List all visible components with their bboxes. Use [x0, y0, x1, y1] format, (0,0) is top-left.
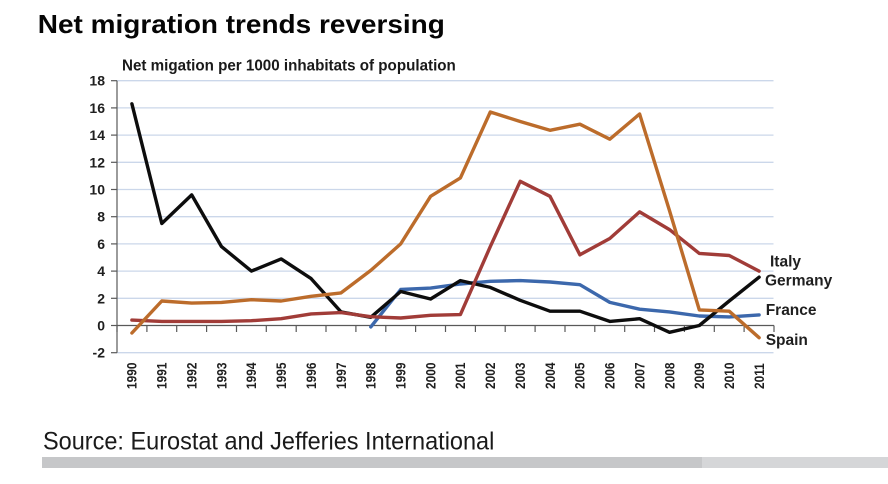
svg-text:18: 18: [89, 73, 105, 89]
svg-text:2011: 2011: [751, 363, 767, 389]
svg-text:16: 16: [89, 100, 105, 116]
svg-text:Germany: Germany: [765, 272, 833, 289]
svg-text:2004: 2004: [542, 362, 558, 389]
svg-text:0: 0: [97, 318, 105, 334]
svg-text:1993: 1993: [213, 363, 229, 389]
svg-text:1990: 1990: [124, 363, 140, 389]
svg-text:4: 4: [97, 263, 105, 279]
svg-text:2: 2: [97, 290, 105, 306]
svg-text:2005: 2005: [572, 363, 588, 389]
svg-text:8: 8: [97, 209, 105, 225]
svg-text:10: 10: [89, 182, 105, 198]
svg-text:France: France: [766, 302, 817, 319]
svg-text:Italy: Italy: [770, 253, 801, 270]
svg-text:2007: 2007: [631, 363, 647, 389]
svg-text:1996: 1996: [303, 363, 319, 389]
svg-text:2001: 2001: [452, 363, 468, 389]
svg-text:2002: 2002: [482, 363, 498, 389]
svg-text:2009: 2009: [691, 363, 707, 389]
svg-text:1999: 1999: [393, 363, 409, 389]
svg-text:12: 12: [89, 154, 105, 170]
svg-text:2003: 2003: [512, 363, 528, 389]
svg-text:-2: -2: [93, 345, 106, 361]
svg-text:Net migation per 1000 inhabita: Net migation per 1000 inhabitats of popu…: [122, 57, 456, 74]
svg-text:2000: 2000: [422, 363, 438, 389]
svg-text:1994: 1994: [243, 362, 259, 389]
svg-text:2008: 2008: [661, 363, 677, 389]
svg-text:1997: 1997: [333, 363, 349, 389]
svg-text:Source: Eurostat and Jefferies: Source: Eurostat and Jefferies Internati…: [43, 428, 494, 456]
svg-text:Spain: Spain: [766, 332, 808, 349]
svg-text:2006: 2006: [602, 363, 618, 389]
svg-text:1992: 1992: [184, 363, 200, 389]
svg-text:1991: 1991: [154, 363, 170, 389]
svg-text:1998: 1998: [363, 363, 379, 389]
svg-text:14: 14: [89, 127, 105, 143]
svg-text:6: 6: [97, 236, 105, 252]
svg-text:2010: 2010: [721, 363, 737, 389]
svg-text:Net migration trends reversing: Net migration trends reversing: [38, 10, 445, 39]
svg-text:1995: 1995: [273, 363, 289, 389]
